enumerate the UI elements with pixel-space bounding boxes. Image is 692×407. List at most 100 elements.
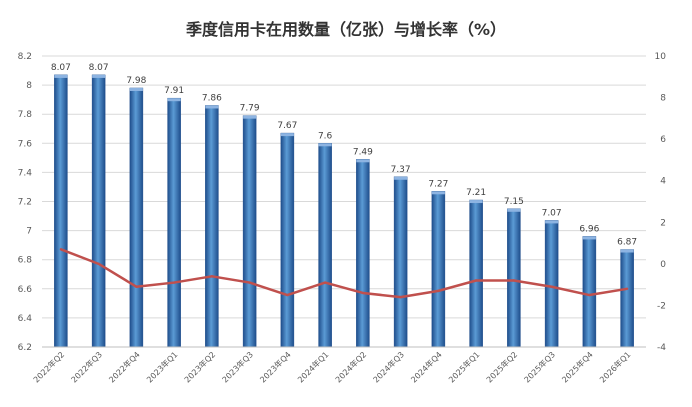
bar-cap <box>507 208 521 212</box>
data-label: 7.6 <box>318 131 333 141</box>
y-left-tick-label: 7.4 <box>18 168 33 178</box>
bar <box>129 87 144 348</box>
data-label: 6.87 <box>617 238 637 248</box>
y-right-tick-label: -2 <box>657 301 666 311</box>
chart-title: 季度信用卡在用数量（亿张）与增长率（%） <box>185 20 507 39</box>
y-left-tick-label: 6.4 <box>18 314 33 324</box>
bar <box>469 199 483 348</box>
line-point <box>248 281 251 284</box>
y-left-tick-label: 6.8 <box>18 256 33 266</box>
bar-cap <box>167 98 181 102</box>
y-left-tick-label: 6.6 <box>18 285 33 295</box>
data-label: 7.49 <box>353 147 373 157</box>
bar <box>54 74 68 348</box>
bar-cap <box>620 249 634 253</box>
y-left-tick-label: 7.2 <box>18 198 32 208</box>
bar-cap <box>431 191 445 195</box>
bar <box>620 249 634 348</box>
y-left-tick-label: 7 <box>26 227 32 237</box>
line-point <box>550 285 553 288</box>
y-left-tick-label: 7.8 <box>18 110 33 120</box>
y-right-tick-label: 2 <box>660 218 666 228</box>
line-point <box>172 281 176 284</box>
line-point <box>97 262 100 266</box>
bar-cap <box>582 236 596 240</box>
line-layer <box>59 248 629 299</box>
bar <box>356 159 370 348</box>
data-label: 7.07 <box>542 208 562 218</box>
data-label: 7.86 <box>202 93 222 103</box>
line-point <box>474 279 478 282</box>
line-point <box>59 248 63 251</box>
x-tick-label: 2023年Q2 <box>182 349 217 384</box>
line-point <box>323 281 327 284</box>
y-right-tick-label: 0 <box>660 260 666 270</box>
bar <box>242 115 257 348</box>
bar <box>205 105 219 348</box>
data-labels-layer: 8.07 8.07 7.98 7.91 7.86 7.79 7.67 7.6 7.49 7.37 7… <box>51 63 637 248</box>
line-point <box>625 287 629 290</box>
y-left-tick-label: 7.6 <box>18 139 33 149</box>
bar <box>393 176 408 348</box>
bar-cap <box>318 143 332 147</box>
data-label: 8.07 <box>51 63 71 73</box>
x-tick-label: 2024年Q3 <box>371 349 406 384</box>
bar <box>318 143 332 348</box>
bar-cap <box>92 74 106 78</box>
axes-layer: 6.26.46.66.877.27.47.67.888.2-4-20246810… <box>18 52 667 385</box>
data-label: 7.67 <box>277 121 297 131</box>
bar-cap <box>205 105 219 109</box>
x-tick-label: 2024年Q1 <box>295 349 330 384</box>
bars-layer <box>54 74 634 348</box>
data-label: 7.21 <box>466 188 486 198</box>
x-tick-label: 2023年Q1 <box>144 349 179 384</box>
y-right-tick-label: 6 <box>660 135 666 145</box>
x-tick-label: 2025年Q1 <box>446 349 481 384</box>
bar-cap <box>394 176 408 180</box>
bar <box>544 220 559 348</box>
x-tick-label: 2025年Q3 <box>522 349 557 384</box>
y-left-tick-label: 8.2 <box>18 52 32 62</box>
bar <box>582 236 597 348</box>
line-point <box>512 279 516 282</box>
bar <box>167 97 181 348</box>
bar <box>91 74 106 348</box>
bar-cap <box>469 200 483 204</box>
x-tick-label: 2024年Q2 <box>333 349 368 384</box>
x-tick-label: 2025年Q2 <box>484 349 519 384</box>
bar-cap <box>356 159 370 163</box>
x-tick-label: 2023年Q4 <box>258 349 293 384</box>
y-right-tick-label: 8 <box>660 94 666 104</box>
x-tick-label: 2022年Q2 <box>31 349 66 384</box>
bar <box>280 132 295 348</box>
x-tick-label: 2026年Q1 <box>597 349 632 384</box>
data-label: 7.37 <box>391 165 411 175</box>
data-label: 7.27 <box>428 179 448 189</box>
x-tick-label: 2024年Q4 <box>409 349 444 384</box>
x-tick-label: 2023年Q3 <box>220 349 255 384</box>
bar-cap <box>54 74 68 78</box>
bar-cap <box>545 220 559 224</box>
bar <box>507 208 521 348</box>
data-label: 8.07 <box>89 63 109 73</box>
line-point <box>210 275 214 278</box>
bar-cap <box>243 115 257 119</box>
bar <box>431 191 446 348</box>
y-left-tick-label: 8 <box>26 81 32 91</box>
data-label: 6.96 <box>579 224 599 234</box>
x-tick-label: 2025年Q4 <box>560 349 595 384</box>
data-label: 7.15 <box>504 197 524 207</box>
y-right-tick-label: 4 <box>660 177 666 187</box>
growth-line <box>60 248 628 299</box>
line-point <box>399 295 402 299</box>
line-point <box>135 285 138 288</box>
line-point <box>286 293 289 297</box>
x-tick-label: 2022年Q3 <box>69 349 104 384</box>
line-point <box>361 291 365 295</box>
bar-cap <box>129 88 143 92</box>
x-tick-label: 2022年Q4 <box>107 349 142 384</box>
data-label: 7.91 <box>164 86 184 96</box>
y-right-tick-label: 10 <box>655 52 667 62</box>
